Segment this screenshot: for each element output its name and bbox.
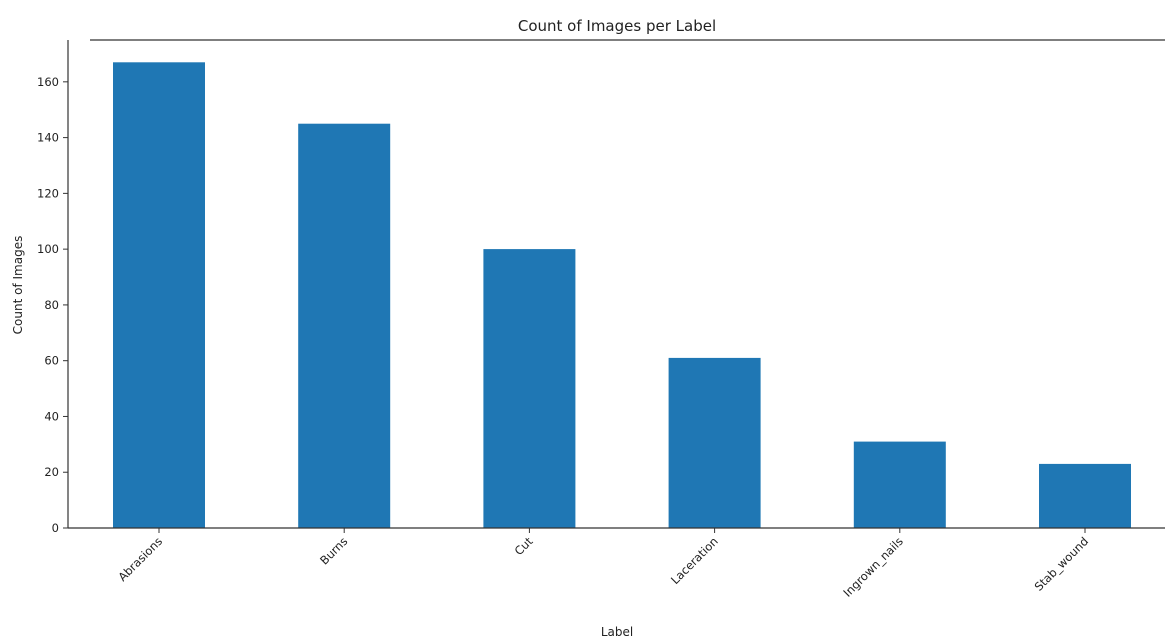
y-axis-title: Count of Images	[11, 236, 25, 335]
y-tick-label: 40	[44, 409, 59, 423]
bar	[298, 123, 391, 528]
x-tick-label: Burns	[317, 534, 350, 567]
y-tick-label: 120	[37, 186, 59, 200]
x-tick-label: Abrasions	[115, 534, 165, 584]
y-tick-label: 60	[44, 354, 59, 368]
y-tick-label: 160	[37, 75, 59, 89]
bar	[113, 62, 205, 529]
y-tick-label: 80	[44, 298, 59, 312]
x-tick-label: Laceration	[668, 534, 721, 587]
bar	[1039, 463, 1131, 528]
bar	[668, 357, 761, 528]
y-tick-label: 140	[37, 131, 59, 145]
x-tick-label: Stab_wound	[1032, 534, 1092, 594]
bar	[483, 249, 576, 528]
x-tick-label: Ingrown_nails	[840, 534, 906, 600]
y-tick-label: 0	[52, 521, 59, 535]
x-axis-title: Label	[601, 625, 633, 639]
y-tick-label: 100	[37, 242, 59, 256]
bar	[853, 441, 946, 528]
chart-title: Count of Images per Label	[518, 17, 716, 35]
y-tick-label: 20	[44, 465, 59, 479]
plot-area: 0 20 40 60 80 100 120 140 160 Abrasions Burns Cut La…	[37, 39, 1165, 600]
x-tick-label: Cut	[512, 534, 536, 558]
